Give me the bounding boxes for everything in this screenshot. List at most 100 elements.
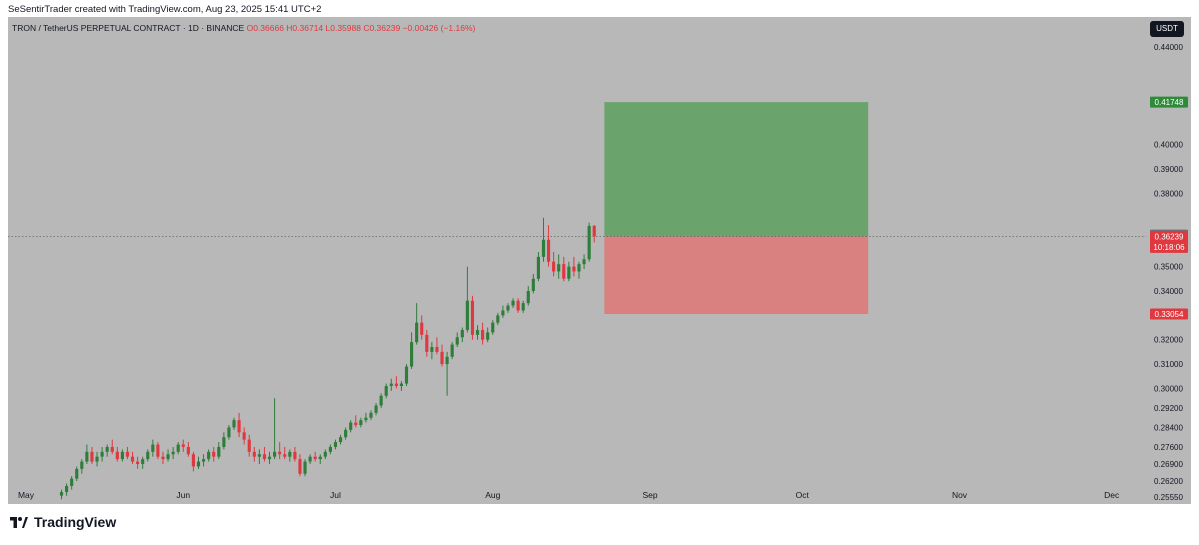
candle-body	[247, 439, 251, 452]
candle-body	[557, 264, 561, 272]
tradingview-logo-icon	[10, 517, 28, 528]
candle-body	[136, 461, 140, 465]
candle-body	[333, 442, 338, 447]
candle-body	[394, 383, 398, 387]
y-tick-label: 0.29200	[1154, 404, 1183, 413]
candle-body	[374, 405, 378, 413]
candle-body	[75, 468, 79, 479]
y-tick-label: 0.25550	[1154, 493, 1183, 502]
candle-body	[156, 444, 160, 457]
candle-body	[293, 451, 297, 460]
candle-body	[460, 329, 464, 338]
candle-body	[242, 432, 246, 440]
candle-body	[151, 444, 155, 452]
candle-body	[201, 459, 206, 462]
price-badge-stop	[1150, 308, 1188, 320]
candle-body	[455, 337, 459, 345]
candle-body	[582, 259, 586, 265]
candle-body	[354, 422, 358, 426]
candle-body	[384, 386, 388, 396]
candle-body	[80, 461, 84, 469]
loss-zone	[604, 236, 869, 315]
candle-body	[562, 264, 566, 279]
candle-body	[501, 310, 505, 316]
candle-body	[364, 417, 368, 421]
candle-body	[232, 420, 236, 428]
candle-body	[506, 305, 510, 311]
candle-body	[115, 451, 119, 460]
y-tick-label: 0.31000	[1154, 360, 1183, 369]
candle-body	[369, 412, 373, 418]
price-badge-text: 0.33054	[1155, 310, 1184, 319]
candle-body	[313, 456, 317, 460]
candle-body	[440, 351, 444, 365]
candle-body	[379, 395, 383, 406]
candle-body	[359, 420, 363, 426]
x-tick-label: Dec	[1104, 490, 1120, 500]
y-tick-label: 0.26200	[1154, 477, 1183, 486]
candle-body	[70, 478, 74, 486]
chart-area[interactable]	[8, 17, 1191, 504]
candle-body	[577, 264, 581, 272]
candle-body	[410, 342, 414, 367]
candle-body	[65, 485, 69, 493]
x-tick-label: Jul	[330, 490, 341, 500]
chart-credit: SeSentirTrader created with TradingView.…	[8, 4, 322, 15]
x-tick-label: Oct	[796, 490, 810, 500]
candle-body	[308, 456, 312, 462]
candle-body	[521, 303, 525, 311]
candle-body	[552, 261, 556, 272]
candle-body	[130, 456, 135, 462]
candle-body	[511, 300, 515, 306]
candle-body	[288, 451, 292, 457]
candle-body	[587, 225, 591, 260]
candle-body	[262, 454, 267, 460]
candle-body	[237, 420, 241, 433]
candle-body	[257, 454, 261, 457]
candle-body	[196, 461, 201, 467]
currency-button[interactable]: USDT	[1150, 21, 1184, 37]
footer-brand: TradingView	[8, 514, 116, 530]
candle-body	[181, 444, 185, 447]
y-tick-label: 0.32000	[1154, 336, 1183, 345]
candle-body	[323, 451, 327, 457]
candle-body	[120, 451, 124, 460]
candle-body	[328, 446, 332, 452]
candle-body	[475, 329, 480, 335]
candle-body	[531, 278, 535, 291]
price-badge-text: 0.36239	[1155, 232, 1184, 241]
candle-body	[526, 290, 530, 304]
candle-body	[425, 334, 429, 352]
candle-body	[110, 446, 114, 452]
candle-body	[318, 456, 322, 460]
brand-name: TradingView	[34, 514, 117, 530]
candle-body	[222, 437, 226, 447]
candle-body	[252, 451, 256, 457]
candle-body	[404, 366, 409, 384]
symbol-info: TRON / TetherUS PERPETUAL CONTRACT · 1D …	[12, 23, 475, 33]
candle-body	[486, 332, 490, 340]
y-tick-label: 0.30000	[1154, 384, 1183, 393]
candle-body	[415, 322, 419, 343]
candle-body	[100, 451, 104, 457]
y-tick-label: 0.34000	[1154, 287, 1183, 296]
y-tick-label: 0.35000	[1154, 263, 1183, 272]
candle-body	[217, 446, 221, 457]
candle-body	[344, 429, 348, 438]
candle-body	[125, 451, 130, 457]
ohlc-values: O0.36666 H0.36714 L0.35988 C0.36239 −0.0…	[246, 23, 476, 33]
y-tick-label: 0.27600	[1154, 443, 1183, 452]
candle-body	[85, 451, 89, 462]
candle-body	[465, 300, 469, 330]
candle-body	[516, 300, 520, 311]
candle-body	[161, 456, 165, 460]
countdown-text: 10:18:06	[1153, 243, 1185, 252]
candle-body	[389, 383, 393, 387]
candle-body	[450, 344, 454, 357]
symbol-title: TRON / TetherUS PERPETUAL CONTRACT · 1D …	[12, 23, 245, 33]
candle-body	[171, 451, 175, 455]
price-badge-last	[1150, 230, 1188, 253]
candle-body	[278, 451, 282, 455]
candle-body	[207, 451, 211, 460]
